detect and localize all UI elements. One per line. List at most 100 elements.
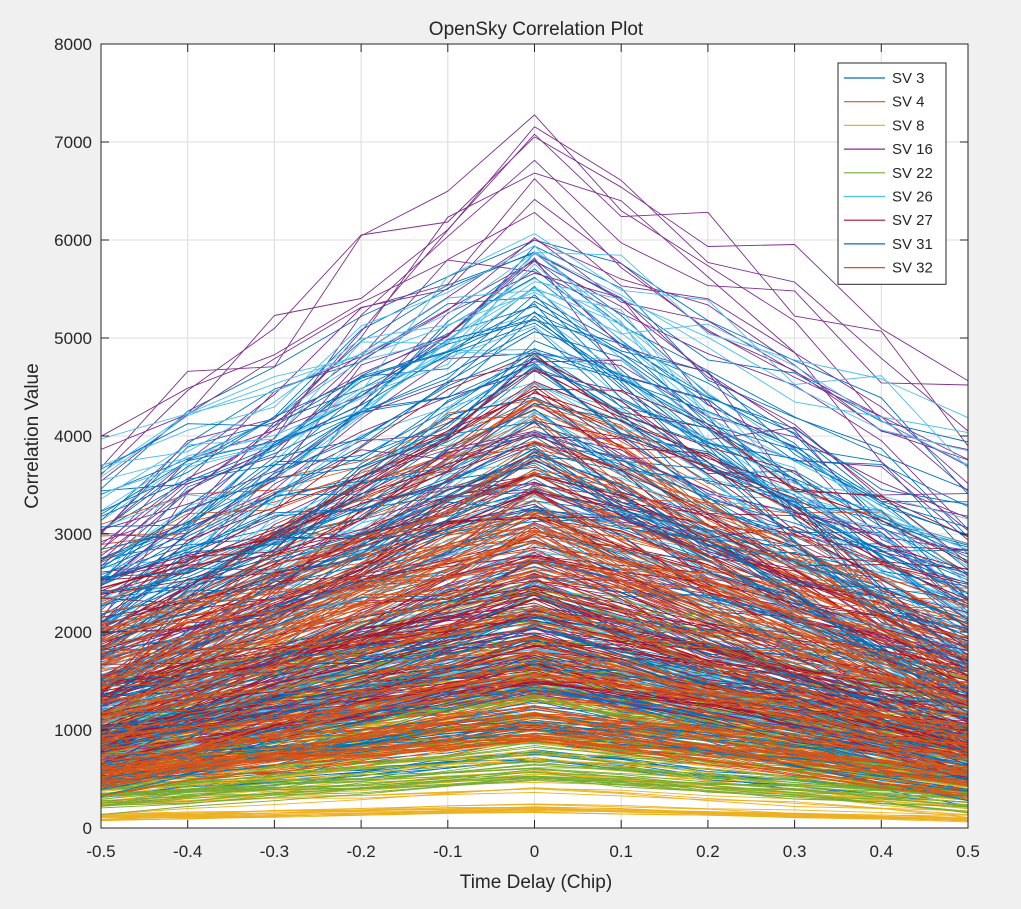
series-line [100,642,969,759]
series-line [100,589,969,683]
series-line [100,362,969,633]
series-line [100,396,969,699]
series-line [100,515,969,693]
series-line [100,392,969,627]
series-line [100,350,969,587]
legend-label: SV 8 [892,117,925,134]
series-line [100,233,969,584]
series-line [100,524,969,710]
series-line [100,740,969,787]
series-line [100,114,969,469]
series-line [100,700,969,775]
series-line [100,734,969,797]
series-line [100,602,969,766]
legend-item: SV 4 [844,94,925,111]
series-line [100,780,969,814]
series-line [100,445,969,696]
legend-item: SV 32 [844,260,933,277]
series-line [100,318,969,550]
series-line [100,669,969,747]
series-line [100,508,969,704]
series-line [100,524,969,701]
series-line [100,198,969,482]
series-line [100,450,969,638]
series-line [100,319,969,546]
y-tick-label: 5000 [54,329,92,348]
legend-label: SV 27 [892,212,933,229]
legend-label: SV 31 [892,236,933,253]
series-line [100,579,969,748]
legend-label: SV 16 [892,141,933,158]
series-line [100,768,968,794]
series-line [100,775,969,803]
series-line [100,549,969,741]
x-tick-label: 0.5 [956,842,980,861]
y-tick-label: 4000 [54,427,92,446]
series-line [100,126,969,567]
series-line [100,577,969,747]
series-line [100,787,969,816]
y-tick-label: 6000 [54,231,92,250]
series-line [100,501,969,625]
series-line [100,584,969,711]
series-line [100,658,969,781]
y-axis-title: Correlation Value [22,363,43,508]
x-tick-label: 0.3 [783,842,807,861]
chart-title: OpenSky Correlation Plot [429,19,644,40]
series-line [100,811,969,823]
series-line [100,471,969,717]
series-line [100,403,969,642]
series-line [100,691,969,784]
axis-ticks: -0.5 -0.4 -0.3 -0.2 -0.1 0 0.1 0.2 0.3 0.4 0.5 0 100… [54,35,980,861]
series-line [100,245,969,586]
series-line [100,531,969,748]
series-line [100,680,969,754]
series-line [100,625,969,734]
series-line [100,760,969,799]
series-line [100,738,969,791]
series-line [100,136,969,476]
series-line [100,397,969,644]
legend-item: SV 31 [844,236,933,253]
series-line [100,726,969,783]
series-line [100,598,969,766]
series-line [100,735,969,797]
series-line [100,413,969,669]
series-line [100,503,969,720]
series-line [100,632,969,706]
series-line [100,322,969,655]
series-line [100,606,969,739]
series-line [100,542,969,749]
x-tick-label: 0.1 [609,842,633,861]
series-line [100,366,969,529]
series-line [100,357,969,671]
legend-item: SV 26 [844,189,933,206]
x-tick-label: 0.2 [696,842,720,861]
series-line [100,737,969,797]
series-line [100,440,969,688]
series-line [100,351,969,520]
series-sv-32 [100,440,969,800]
x-tick-label: -0.5 [86,842,115,861]
series-line [100,708,969,787]
series-line [100,676,969,789]
y-tick-label: 0 [83,819,92,838]
series-line [100,717,969,785]
series-line [100,385,969,695]
series-line [100,296,969,570]
legend: SV 3 SV 4 SV 8 SV 16 SV 22 SV 26 SV 27 SV 31 SV … [837,62,947,285]
legend-label: SV 3 [892,70,925,87]
series-line [100,753,969,793]
series-line [100,745,969,807]
series-line [100,408,969,631]
series-line [100,159,969,546]
series-line [100,421,969,724]
series-line [100,529,969,684]
series-line [100,311,969,600]
legend-item: SV 8 [844,117,925,134]
series-line [100,484,969,681]
legend-item: SV 3 [844,70,925,87]
legend-label: SV 4 [892,94,925,111]
series-line [100,251,969,500]
x-tick-label: -0.3 [260,842,289,861]
